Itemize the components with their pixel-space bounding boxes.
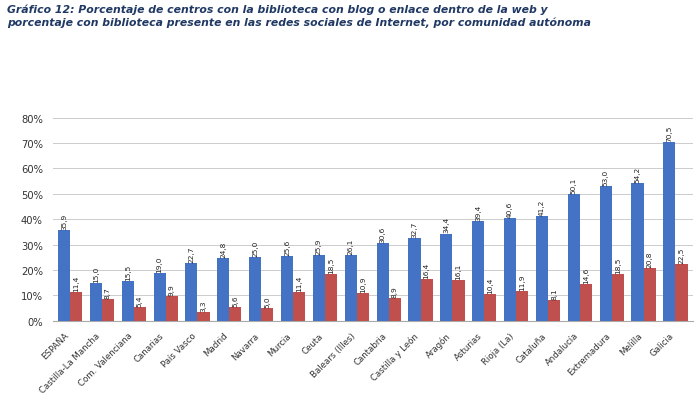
Bar — [230, 307, 242, 321]
Text: 15,0: 15,0 — [93, 266, 99, 282]
Bar — [600, 187, 612, 321]
Text: 8,7: 8,7 — [105, 286, 111, 298]
Text: 16,4: 16,4 — [424, 262, 430, 279]
Text: 19,0: 19,0 — [157, 256, 162, 272]
Bar — [580, 284, 592, 321]
Bar — [344, 255, 357, 321]
Text: 50,1: 50,1 — [570, 177, 577, 193]
Text: 10,9: 10,9 — [360, 276, 366, 292]
Bar — [166, 296, 178, 321]
Bar — [122, 282, 134, 321]
Text: 8,1: 8,1 — [551, 288, 557, 299]
Bar — [408, 238, 421, 321]
Text: Gráfico 12: Porcentaje de centros con la biblioteca con blog o enlace dentro de : Gráfico 12: Porcentaje de centros con la… — [7, 4, 591, 29]
Bar — [516, 291, 528, 321]
Text: 5,4: 5,4 — [136, 295, 143, 306]
Text: 35,9: 35,9 — [61, 213, 67, 229]
Text: 18,5: 18,5 — [328, 257, 334, 273]
Bar — [631, 184, 643, 321]
Bar — [536, 217, 548, 321]
Text: 34,4: 34,4 — [443, 217, 449, 233]
Text: 40,6: 40,6 — [507, 201, 513, 217]
Text: 70,5: 70,5 — [666, 125, 673, 142]
Text: 24,8: 24,8 — [220, 241, 226, 257]
Bar — [325, 274, 337, 321]
Bar — [134, 308, 146, 321]
Bar — [473, 221, 484, 321]
Bar — [484, 295, 496, 321]
Text: 18,5: 18,5 — [615, 257, 621, 273]
Bar — [153, 273, 166, 321]
Bar — [664, 142, 676, 321]
Bar — [70, 292, 82, 321]
Text: 25,6: 25,6 — [284, 239, 290, 255]
Bar — [261, 308, 273, 321]
Bar — [612, 274, 624, 321]
Text: 3,3: 3,3 — [200, 300, 206, 312]
Text: 16,1: 16,1 — [456, 263, 461, 279]
Bar — [293, 292, 305, 321]
Bar — [313, 256, 325, 321]
Text: 25,9: 25,9 — [316, 238, 322, 254]
Text: 30,6: 30,6 — [379, 226, 386, 243]
Text: 8,9: 8,9 — [392, 286, 398, 297]
Bar — [643, 268, 656, 321]
Bar — [421, 279, 433, 321]
Bar — [58, 230, 70, 321]
Bar — [186, 263, 197, 321]
Text: 11,4: 11,4 — [296, 275, 302, 291]
Text: 32,7: 32,7 — [412, 221, 417, 237]
Text: 14,6: 14,6 — [583, 267, 589, 283]
Bar — [217, 258, 230, 321]
Text: 39,4: 39,4 — [475, 204, 481, 220]
Bar — [377, 243, 389, 321]
Bar — [568, 194, 580, 321]
Bar — [548, 301, 560, 321]
Text: 22,5: 22,5 — [678, 247, 685, 263]
Bar — [389, 299, 401, 321]
Bar — [676, 264, 687, 321]
Text: 11,4: 11,4 — [73, 275, 79, 291]
Text: 10,4: 10,4 — [487, 277, 494, 294]
Text: 53,0: 53,0 — [603, 170, 609, 186]
Text: 25,0: 25,0 — [252, 240, 258, 257]
Text: 22,7: 22,7 — [188, 246, 195, 263]
Bar — [102, 299, 114, 321]
Bar — [90, 283, 102, 321]
Text: 11,9: 11,9 — [519, 274, 525, 290]
Text: 26,1: 26,1 — [348, 238, 354, 254]
Bar — [249, 258, 261, 321]
Text: 9,9: 9,9 — [169, 283, 175, 295]
Text: 54,2: 54,2 — [635, 166, 640, 183]
Bar — [281, 256, 293, 321]
Text: 5,0: 5,0 — [265, 296, 270, 308]
Text: 5,6: 5,6 — [232, 294, 239, 306]
Text: 41,2: 41,2 — [539, 199, 545, 216]
Bar — [440, 234, 452, 321]
Bar — [357, 293, 369, 321]
Text: 20,8: 20,8 — [647, 251, 652, 267]
Bar — [197, 313, 209, 321]
Bar — [504, 218, 516, 321]
Bar — [452, 280, 465, 321]
Text: 15,5: 15,5 — [125, 265, 131, 281]
